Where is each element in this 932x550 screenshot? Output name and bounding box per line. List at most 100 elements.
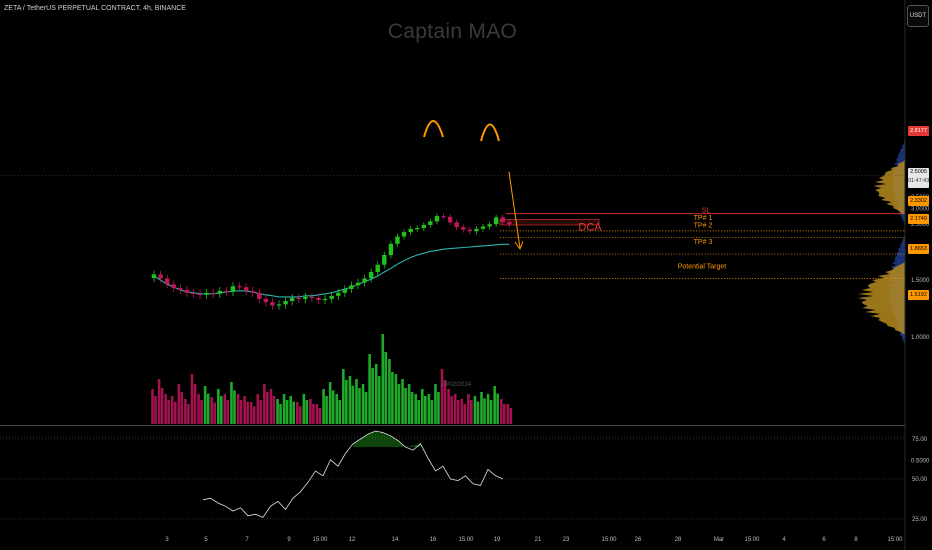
volume-bar: [164, 394, 167, 424]
candle-body: [388, 243, 394, 255]
candle-body: [355, 282, 361, 286]
volume-bar: [200, 400, 203, 424]
volume-bar: [384, 352, 388, 424]
volume-bar: [252, 406, 256, 424]
symbol-header[interactable]: ZETA / TetherUS PERPETUAL CONTRACT, 4h, …: [4, 5, 186, 12]
osc-overbought-fill: [353, 431, 421, 447]
volume-bar: [213, 402, 217, 424]
volume-bar: [210, 397, 214, 424]
volume-bar: [226, 400, 230, 424]
volume-bar: [342, 369, 345, 424]
tp3-price-badge: 1.8653: [908, 244, 929, 254]
volume-bar: [292, 401, 295, 424]
volume-bar: [180, 392, 184, 424]
candle-body: [382, 254, 387, 265]
candle-body: [447, 216, 453, 223]
candle-body: [276, 304, 282, 306]
candle-body: [421, 224, 426, 229]
currency-button[interactable]: USDT: [907, 5, 929, 27]
candle-body: [230, 286, 236, 292]
volume-bar: [499, 399, 503, 424]
time-tick-label: 5: [204, 537, 208, 543]
volume-bar: [470, 400, 473, 424]
time-tick-label: 15:00: [458, 537, 474, 543]
time-tick-label: 21: [535, 537, 542, 543]
volume-bar: [453, 394, 457, 424]
volume-bar: [480, 392, 483, 424]
candle-body: [257, 292, 262, 299]
candle-body: [204, 292, 209, 295]
candle-body: [322, 298, 328, 301]
volume-bar: [355, 379, 358, 424]
volume-bar: [272, 396, 276, 424]
volume-bar: [157, 379, 161, 424]
top-arc-right: [480, 123, 500, 142]
candle-body: [270, 302, 275, 306]
candle-body: [171, 284, 176, 289]
candle-body: [487, 224, 492, 227]
osc-tick-label: 25.00: [912, 517, 928, 523]
volume-bar: [279, 404, 282, 424]
volume-bar: [289, 396, 292, 424]
volume-bar: [197, 394, 200, 424]
annotations: [423, 120, 524, 251]
volume-bar: [463, 404, 467, 424]
volume-bar: [476, 401, 480, 424]
tp2-price-badge: 2.1749: [908, 214, 929, 224]
candle-body: [191, 292, 196, 295]
volume-bar: [348, 376, 352, 424]
volume-bar: [391, 372, 394, 424]
level-label: Potential Target: [678, 263, 727, 270]
volume-bars: 19/02/2024: [151, 334, 513, 424]
osc-tick-label: 75.00: [912, 437, 928, 443]
volume-bar: [338, 400, 342, 424]
ema-path: [153, 243, 510, 298]
volume-bar: [351, 385, 355, 424]
volume-bar: [243, 396, 246, 424]
candle-body: [395, 236, 400, 244]
candle-body: [224, 290, 229, 293]
volume-bar: [190, 374, 194, 424]
volume-bar: [506, 404, 510, 424]
volume-bar: [397, 384, 401, 424]
candle-body: [158, 274, 163, 279]
volume-bar: [377, 376, 381, 424]
candle-body: [250, 290, 255, 293]
countdown: 01:47:43: [908, 178, 930, 184]
candle-body: [211, 292, 216, 295]
volume-bar: [361, 384, 365, 424]
volume-bar: [160, 388, 164, 424]
osc-tick-label: 50.00: [912, 477, 928, 483]
volume-bar: [404, 388, 407, 424]
volume-bar: [315, 404, 319, 424]
price-tick-label: 0.5000: [911, 459, 930, 465]
candle-body: [474, 228, 479, 232]
volume-bar: [394, 374, 398, 424]
candle-body: [164, 278, 170, 285]
volume-bar: [312, 404, 315, 424]
time-tick-label: 14: [392, 537, 399, 543]
candle-body: [263, 298, 269, 303]
volume-bar: [269, 389, 273, 424]
price-tick-label: 1.0000: [911, 335, 930, 341]
volume-bar: [328, 382, 332, 424]
time-tick-label: 15:00: [601, 537, 617, 543]
volume-bar: [203, 386, 207, 424]
volume-bar: [298, 406, 302, 424]
volume-bar: [440, 369, 444, 424]
volume-bar: [381, 334, 385, 424]
oscillator-pane: 75.00 50.00 25.00: [0, 430, 928, 523]
volume-bar: [388, 359, 391, 424]
volume-bar: [285, 400, 289, 424]
volume-bar: [483, 398, 486, 424]
time-tick-label: 23: [563, 537, 570, 543]
time-tick-label: 26: [635, 537, 642, 543]
time-tick-label: 19: [494, 537, 501, 543]
volume-bar: [259, 400, 263, 424]
volume-bar: [184, 399, 187, 424]
candle-body: [507, 222, 512, 225]
time-tick-label: 4: [782, 537, 786, 543]
